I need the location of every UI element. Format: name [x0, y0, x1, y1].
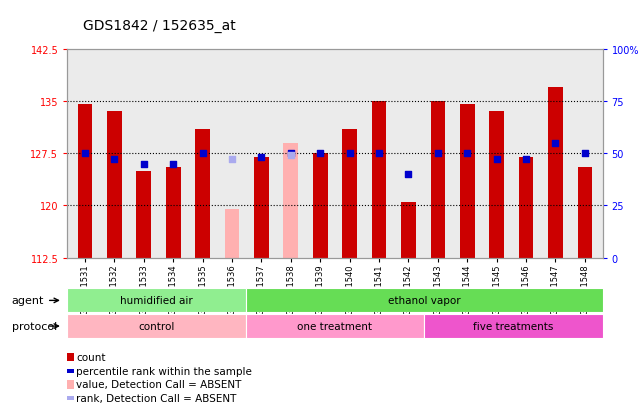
Point: [286, 150, 296, 157]
Bar: [137, 171, 151, 258]
Text: protocol: protocol: [12, 321, 57, 331]
Point: [403, 171, 413, 178]
Bar: [78, 105, 92, 258]
Point: [462, 150, 472, 157]
Text: rank, Detection Call = ABSENT: rank, Detection Call = ABSENT: [76, 393, 237, 403]
Point: [80, 150, 90, 157]
Bar: [372, 102, 387, 258]
Point: [433, 150, 443, 157]
Point: [286, 153, 296, 159]
Bar: [166, 168, 181, 258]
Point: [579, 150, 590, 157]
Point: [521, 157, 531, 164]
Bar: [67, 314, 246, 338]
Bar: [313, 154, 328, 258]
Point: [168, 161, 178, 168]
Bar: [578, 168, 592, 258]
Text: percentile rank within the sample: percentile rank within the sample: [76, 366, 252, 376]
Bar: [107, 112, 122, 258]
Bar: [460, 105, 474, 258]
Bar: [519, 157, 533, 258]
Bar: [246, 288, 603, 312]
Text: GDS1842 / 152635_at: GDS1842 / 152635_at: [83, 19, 236, 33]
Text: one treatment: one treatment: [297, 321, 372, 331]
Bar: [548, 88, 563, 258]
Point: [109, 157, 119, 164]
Bar: [224, 209, 239, 258]
Bar: [489, 112, 504, 258]
Bar: [342, 130, 357, 258]
Text: count: count: [76, 352, 106, 362]
Text: value, Detection Call = ABSENT: value, Detection Call = ABSENT: [76, 380, 242, 389]
Bar: [431, 102, 445, 258]
Bar: [401, 202, 416, 258]
Text: five treatments: five treatments: [473, 321, 554, 331]
Bar: [196, 130, 210, 258]
Bar: [246, 314, 424, 338]
Point: [197, 150, 208, 157]
Bar: [424, 314, 603, 338]
Point: [492, 157, 502, 164]
Text: ethanol vapor: ethanol vapor: [388, 295, 460, 305]
Point: [551, 140, 561, 147]
Point: [374, 150, 384, 157]
Point: [138, 161, 149, 168]
Text: humidified air: humidified air: [120, 295, 193, 305]
Bar: [254, 157, 269, 258]
Bar: [283, 143, 298, 258]
Point: [227, 157, 237, 164]
Point: [315, 150, 326, 157]
Point: [344, 150, 354, 157]
Text: control: control: [138, 321, 175, 331]
Bar: [67, 288, 246, 312]
Text: agent: agent: [12, 296, 44, 306]
Point: [256, 155, 267, 161]
